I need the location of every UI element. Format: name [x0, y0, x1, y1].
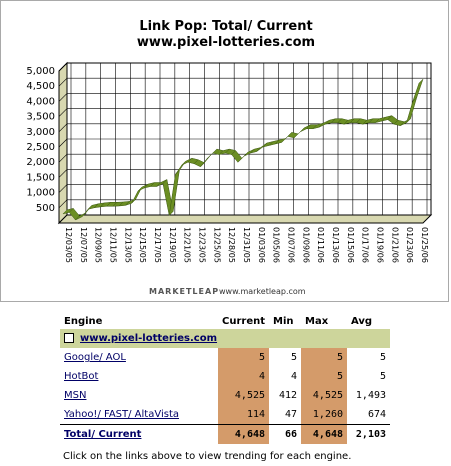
- cell-min: 47: [284, 409, 298, 420]
- cell-current: 5: [218, 348, 270, 367]
- cell-min: 5: [290, 352, 298, 363]
- x-tick-label: 01/21/06: [390, 227, 399, 263]
- table-row: Yahoo!/ FAST/ AltaVista 114 47 1,260 674: [60, 405, 390, 425]
- cell-avg: 5: [379, 352, 387, 363]
- marketleap-url: www.marketleap.com: [219, 287, 306, 296]
- x-tick-label: 12/11/05: [109, 227, 118, 263]
- cell-total-max: 4,648: [301, 424, 348, 444]
- x-tick-label: 01/15/06: [346, 227, 355, 263]
- cell-current: 4: [218, 367, 270, 386]
- grid-line-y-depth: [58, 93, 68, 102]
- total-link[interactable]: Total/ Current: [64, 429, 142, 440]
- cell-min: 4: [290, 371, 298, 382]
- y-tick-label: 3,500: [26, 112, 55, 123]
- marketleap-brand: MARKETLEAP: [149, 287, 219, 296]
- cell-avg: 1,493: [355, 390, 387, 401]
- cell-max: 1,260: [301, 405, 348, 425]
- y-tick-label: 500: [36, 203, 55, 214]
- x-tick-label: 01/11/06: [316, 227, 325, 263]
- cell-avg: 674: [367, 409, 387, 420]
- grid-layer: [58, 62, 431, 215]
- col-current-header: Current: [222, 315, 266, 327]
- col-max-header: Max: [305, 315, 329, 327]
- y-tick-label: 1,000: [26, 188, 55, 199]
- cell-avg: 5: [379, 371, 387, 382]
- col-avg-header: Avg: [351, 315, 373, 327]
- table-row: HotBot 4 4 5 5: [60, 367, 390, 386]
- plot-floor: [57, 214, 433, 224]
- engine-stats-table: Engine Current Min Max Avg www.pixel-lot…: [60, 313, 391, 444]
- y-tick-label: 3,000: [26, 127, 55, 138]
- table-header-row: Engine Current Min Max Avg: [60, 313, 390, 329]
- x-tick-label: 12/03/05: [64, 227, 73, 263]
- x-tick-label: 01/07/06: [287, 227, 296, 263]
- cell-total-current: 4,648: [218, 424, 270, 444]
- x-tick-label: 12/15/05: [138, 227, 147, 263]
- series-layer: [62, 78, 424, 221]
- plot-frame: [57, 61, 433, 225]
- x-tick-label: 12/28/05: [227, 227, 236, 263]
- chart-panel: Link Pop: Total/ Current www.pixel-lotte…: [0, 0, 449, 302]
- x-tick-label: 12/25/05: [212, 227, 221, 263]
- x-tick-label: 01/13/06: [331, 227, 340, 263]
- engine-link-msn[interactable]: MSN: [64, 390, 87, 401]
- cell-max: 5: [301, 348, 348, 367]
- grid-line-y-depth: [58, 108, 68, 117]
- engine-link-google[interactable]: Google/ AOL: [64, 352, 126, 363]
- grid-line-y-depth: [58, 138, 68, 148]
- col-min-header: Min: [273, 315, 294, 327]
- x-tick-label: 12/21/05: [183, 227, 192, 263]
- site-row: www.pixel-lotteries.com: [60, 329, 391, 348]
- cell-max: 4,525: [301, 386, 348, 405]
- series-segment: [412, 78, 424, 102]
- x-tick-label: 01/23/06: [405, 227, 414, 263]
- x-tick-label: 12/23/05: [198, 227, 207, 263]
- y-tick-label: 2,500: [26, 142, 55, 153]
- x-tick-label: 12/07/05: [79, 227, 88, 263]
- grid-line-y-depth: [58, 184, 68, 193]
- x-tick-label: 01/03/06: [257, 227, 266, 263]
- y-tick-label: 5,000: [26, 66, 55, 77]
- link-pop-chart: Link Pop: Total/ Current www.pixel-lotte…: [26, 19, 433, 296]
- x-tick-label: 01/09/06: [301, 227, 310, 263]
- col-engine-header: Engine: [64, 315, 103, 327]
- grid-line-y-depth: [58, 62, 68, 72]
- grid-line-y-depth: [58, 199, 68, 209]
- cell-total-avg: 2,103: [347, 424, 391, 444]
- x-tick-label: 01/19/06: [376, 227, 385, 263]
- cell-min: 412: [278, 390, 298, 401]
- chart-subtitle: www.pixel-lotteries.com: [137, 35, 315, 50]
- engine-link-yahoo[interactable]: Yahoo!/ FAST/ AltaVista: [64, 409, 179, 420]
- total-row: Total/ Current 4,648 66 4,648 2,103: [60, 424, 391, 444]
- y-tick-label: 4,500: [26, 81, 55, 92]
- x-tick-label: 12/17/05: [153, 227, 162, 263]
- trend-note: Click on the links above to view trendin…: [63, 451, 352, 462]
- x-tick-labels: 12/03/05 12/07/05 12/09/05 12/11/05 12/13/05…: [64, 227, 429, 263]
- table-row: Google/ AOL 5 5 5 5: [60, 348, 390, 367]
- y-tick-label: 4,000: [26, 96, 55, 107]
- cell-current: 114: [218, 405, 270, 425]
- site-checkbox[interactable]: [64, 333, 74, 343]
- y-tick-label: 2,000: [26, 157, 55, 168]
- grid-line-y-depth: [58, 169, 68, 178]
- x-tick-label: 01/25/06: [420, 227, 429, 263]
- x-tick-label: 12/13/05: [123, 227, 132, 263]
- table-row: MSN 4,525 412 4,525 1,493: [60, 386, 390, 405]
- chart-title: Link Pop: Total/ Current: [139, 19, 312, 34]
- x-tick-label: 01/05/06: [272, 227, 281, 263]
- cell-current: 4,525: [218, 386, 270, 405]
- x-tick-label: 12/31/05: [242, 227, 251, 263]
- y-tick-labels: 5,000 4,500 4,000 3,500 3,000 2,500 2,000 1,500…: [26, 66, 55, 214]
- x-tick-label: 01/17/06: [361, 227, 370, 263]
- cell-total-min: 66: [269, 424, 302, 444]
- grid-line-y-depth: [58, 123, 68, 133]
- x-tick-label: 12/19/05: [168, 227, 177, 263]
- engine-link-hotbot[interactable]: HotBot: [64, 371, 99, 382]
- y-tick-label: 1,500: [26, 172, 55, 183]
- x-tick-label: 12/09/05: [94, 227, 103, 263]
- cell-max: 5: [301, 367, 348, 386]
- site-link[interactable]: www.pixel-lotteries.com: [80, 333, 218, 344]
- grid-line-y-depth: [58, 77, 68, 87]
- grid-line-y-depth: [58, 153, 68, 163]
